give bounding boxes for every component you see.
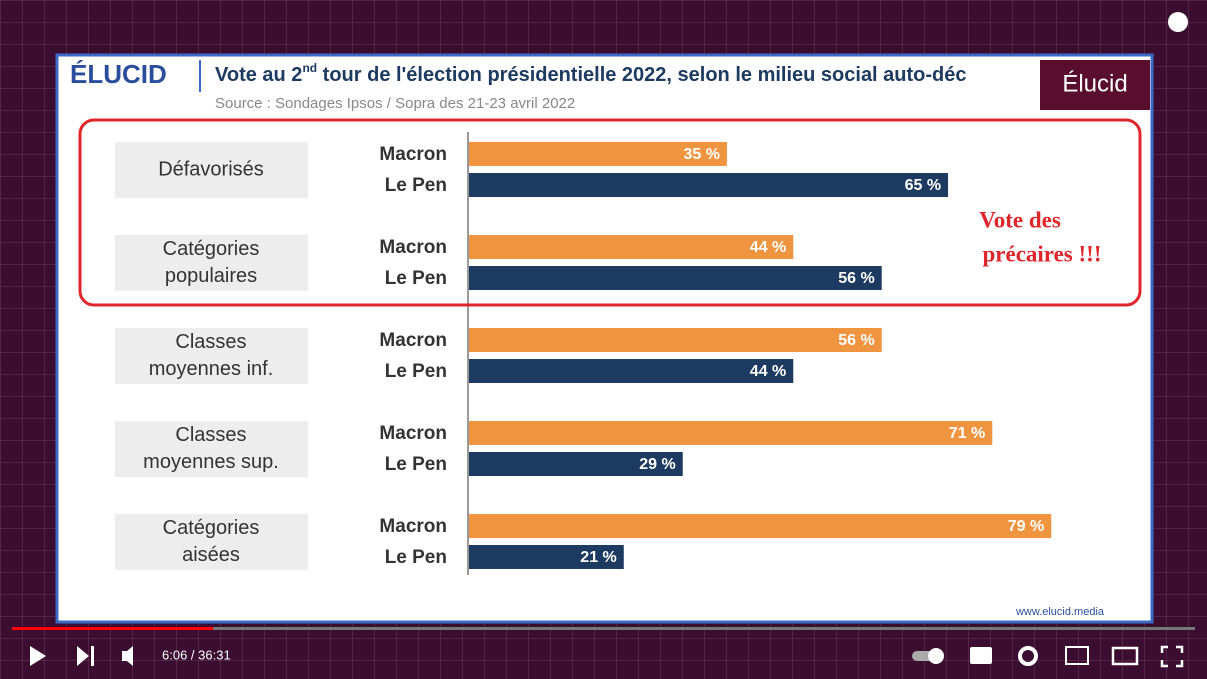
- value-label: 79 %: [1008, 518, 1044, 535]
- highlight-box: [78, 118, 1142, 307]
- progress-track[interactable]: [12, 627, 1195, 630]
- category-label: moyennes inf.: [149, 358, 274, 380]
- series-label: Le Pen: [385, 268, 447, 289]
- value-label: 35 %: [683, 146, 719, 163]
- value-label: 71 %: [949, 425, 985, 442]
- value-label: 56 %: [838, 332, 874, 349]
- bar: [469, 142, 727, 166]
- value-label: 44 %: [750, 239, 786, 256]
- category-box: [115, 328, 308, 384]
- value-label: 29 %: [639, 456, 675, 473]
- value-label: 44 %: [750, 363, 786, 380]
- category-label: Classes: [175, 424, 246, 446]
- bar: [469, 545, 624, 569]
- annotation: précaires !!!: [983, 241, 1102, 266]
- series-label: Macron: [379, 423, 447, 444]
- theater-button[interactable]: [1111, 646, 1139, 666]
- fullscreen-button[interactable]: [1160, 645, 1184, 668]
- title-part: Vote au 2: [215, 64, 302, 86]
- title-sup: nd: [302, 61, 317, 75]
- series-label: Macron: [379, 330, 447, 351]
- category-label: populaires: [165, 265, 257, 287]
- bar: [469, 421, 993, 445]
- category-label: Catégories: [163, 517, 260, 539]
- series-label: Le Pen: [385, 547, 447, 568]
- category-label: Défavorisés: [158, 158, 264, 180]
- category-box: [115, 421, 308, 477]
- footer-url: www.elucid.media: [1015, 606, 1105, 618]
- value-label: 56 %: [838, 270, 874, 287]
- brand-logo: ÉLUCID: [70, 59, 167, 89]
- category-box: [115, 514, 308, 570]
- bar: [469, 173, 949, 197]
- play-button[interactable]: [30, 646, 46, 666]
- title-part: tour de l'élection présidentielle 2022, …: [317, 64, 966, 86]
- annotation: Vote des: [979, 207, 1061, 232]
- category-label: Catégories: [163, 238, 260, 260]
- chart-title: Vote au 2nd tour de l'élection président…: [215, 61, 967, 86]
- value-label: 65 %: [905, 177, 941, 194]
- series-label: Macron: [379, 237, 447, 258]
- bar: [469, 514, 1052, 538]
- brand-box: [1040, 60, 1150, 110]
- subtitles-button[interactable]: [970, 647, 992, 664]
- bar: [469, 266, 882, 290]
- bar: [469, 452, 683, 476]
- value-label: 21 %: [580, 549, 616, 566]
- settings-button[interactable]: [1018, 646, 1038, 666]
- autoplay-knob: [928, 648, 944, 664]
- next-button[interactable]: [77, 646, 94, 666]
- brand-box-text: Élucid: [1062, 70, 1127, 97]
- miniplayer-button[interactable]: [1065, 646, 1089, 665]
- series-label: Le Pen: [385, 454, 447, 475]
- series-label: Macron: [379, 144, 447, 165]
- series-label: Le Pen: [385, 175, 447, 196]
- category-label: Classes: [175, 331, 246, 353]
- bar: [469, 359, 794, 383]
- series-label: Le Pen: [385, 361, 447, 382]
- progress-played: [12, 627, 213, 630]
- time-display: 6:06 / 36:31: [162, 647, 231, 662]
- info-button[interactable]: [1168, 12, 1188, 32]
- category-label: aisées: [182, 544, 240, 566]
- source: Source : Sondages Ipsos / Sopra des 21-2…: [215, 95, 575, 112]
- category-label: moyennes sup.: [143, 451, 279, 473]
- bar: [469, 328, 882, 352]
- volume-button[interactable]: [122, 646, 133, 666]
- category-box: [115, 235, 308, 291]
- bar: [469, 235, 794, 259]
- category-box: [115, 142, 308, 198]
- series-label: Macron: [379, 516, 447, 537]
